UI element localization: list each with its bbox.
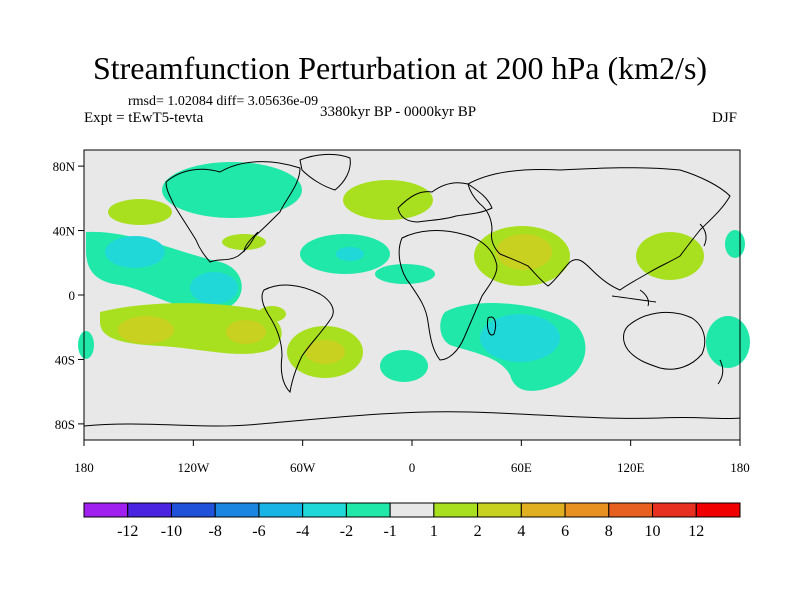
colorbar-swatch (83, 502, 129, 518)
anomaly-patch (108, 199, 172, 225)
anomaly-patch (636, 232, 704, 280)
coastline-madagascar (487, 316, 497, 336)
anomaly-patch (190, 272, 238, 304)
x-tick-label: 120E (617, 460, 645, 475)
anomaly-patch (496, 234, 552, 270)
x-tick-label: 180 (730, 460, 750, 475)
colorbar (83, 502, 741, 518)
colorbar-label: -10 (161, 523, 182, 540)
y-tick-label: 80N (53, 159, 76, 174)
x-tick-label: 0 (409, 460, 416, 475)
colorbar-swatch (302, 502, 347, 518)
experiment-label: Expt = tEwT5-tevta (84, 110, 204, 126)
colorbar-label: -4 (296, 523, 309, 540)
colorbar-swatch (520, 502, 566, 518)
colorbar-label: 4 (517, 523, 525, 540)
coastline-europe (397, 182, 493, 223)
anomaly-patches (78, 162, 750, 391)
anomaly-patch (118, 316, 174, 344)
colorbar-label: -8 (209, 523, 222, 540)
rmsd-annotation: rmsd= 1.02084 diff= 3.05636e-09 (128, 94, 319, 109)
chart-title: Streamfunction Perturbation at 200 hPa (… (92, 50, 708, 86)
coastline-north-america (165, 161, 301, 263)
coastline-antarctica (83, 411, 741, 427)
colorbar-swatch (170, 502, 216, 518)
colorbar-swatch (652, 502, 697, 518)
coastline-greenland (299, 153, 351, 191)
anomaly-patch (706, 316, 750, 368)
anomaly-patch (375, 264, 435, 284)
coastline-south-america (261, 284, 334, 394)
y-tick-label: 80S (55, 417, 75, 432)
anomaly-patch (305, 340, 345, 364)
colorbar-swatch (345, 502, 391, 518)
x-tick-label: 180 (74, 460, 94, 475)
coastline-new-zealand (717, 359, 724, 385)
coastlines (83, 153, 741, 427)
anomaly-patch (380, 350, 428, 382)
x-tick-label: 120W (177, 460, 210, 475)
anomaly-patch (226, 320, 266, 344)
coastline-indonesia (611, 295, 657, 303)
y-tick-label: 40S (55, 352, 75, 367)
colorbar-swatch (214, 502, 260, 518)
coastline-australia (623, 312, 706, 370)
y-tick-label: 0 (69, 288, 76, 303)
y-axis: 80N 40N 0 40S 80S (53, 159, 84, 432)
colorbar-swatch (389, 502, 435, 518)
colorbar-swatch (127, 502, 172, 518)
colorbar-label: 1 (430, 523, 438, 540)
anomaly-patch (258, 306, 286, 322)
colorbar-label: -6 (252, 523, 265, 540)
anomaly-patch (222, 234, 266, 250)
anomaly-patch (343, 180, 433, 220)
colorbar-label: -12 (117, 523, 138, 540)
colorbar-swatch (564, 502, 610, 518)
colorbar-swatch (608, 502, 654, 518)
season-label: DJF (712, 110, 738, 126)
colorbar-label: 2 (474, 523, 482, 540)
x-tick-label: 60E (511, 460, 532, 475)
period-label: 3380kyr BP - 0000kyr BP (320, 104, 477, 120)
colorbar-label: 10 (645, 523, 661, 540)
colorbar-swatch (477, 502, 522, 518)
anomaly-patch (725, 230, 745, 258)
colorbar-label: 12 (688, 523, 704, 540)
anomaly-patch (78, 331, 94, 359)
coastline-borneo (639, 289, 649, 307)
colorbar-swatch (695, 502, 741, 518)
colorbar-label: -2 (340, 523, 353, 540)
colorbar-labels: -12 -10 -8 -6 -4 -2 -1 1 2 4 6 8 10 12 (117, 523, 704, 540)
y-tick-label: 40N (53, 224, 76, 239)
colorbar-label: -1 (383, 523, 396, 540)
coastline-florida (243, 231, 259, 253)
anomaly-patch (105, 236, 165, 268)
coastline-japan (699, 223, 707, 247)
colorbar-swatch (258, 502, 304, 518)
anomaly-patch (336, 247, 364, 261)
x-axis: 180 120W 60W 0 60E 120E 180 (74, 440, 750, 475)
anomaly-patch (162, 162, 302, 218)
coastline-asia (467, 167, 731, 291)
colorbar-label: 8 (605, 523, 613, 540)
anomaly-patch (480, 314, 560, 362)
colorbar-swatch (433, 502, 479, 518)
x-tick-label: 60W (290, 460, 316, 475)
colorbar-label: 6 (561, 523, 569, 540)
coastline-africa (398, 230, 498, 361)
